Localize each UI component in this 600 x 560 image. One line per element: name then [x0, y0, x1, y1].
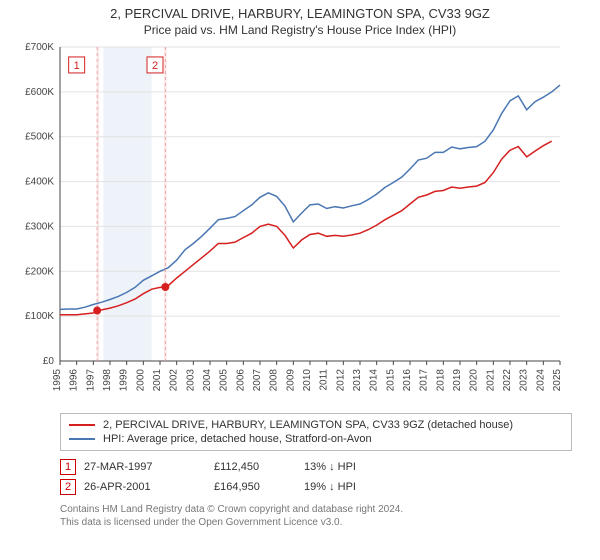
- svg-text:2008: 2008: [269, 368, 280, 391]
- svg-text:2020: 2020: [469, 368, 480, 391]
- svg-text:1996: 1996: [69, 368, 80, 391]
- svg-text:2023: 2023: [519, 368, 530, 391]
- sale-diff-1: 13% ↓ HPI: [304, 461, 414, 473]
- svg-text:1997: 1997: [85, 368, 96, 391]
- svg-text:2004: 2004: [202, 368, 213, 391]
- svg-text:2003: 2003: [185, 368, 196, 391]
- svg-text:2005: 2005: [219, 368, 230, 391]
- svg-text:£100K: £100K: [25, 311, 54, 322]
- footnote-line-1: Contains HM Land Registry data © Crown c…: [60, 503, 572, 516]
- svg-text:£300K: £300K: [25, 221, 54, 232]
- svg-text:2014: 2014: [369, 368, 380, 391]
- svg-text:2017: 2017: [419, 368, 430, 391]
- sales-table: 1 27-MAR-1997 £112,450 13% ↓ HPI 2 26-AP…: [60, 457, 572, 497]
- sale-price-1: £112,450: [214, 461, 304, 473]
- page-root: 2, PERCIVAL DRIVE, HARBURY, LEAMINGTON S…: [0, 0, 600, 560]
- svg-text:2000: 2000: [135, 368, 146, 391]
- legend-swatch-property: [69, 424, 95, 426]
- chart-title-2: Price paid vs. HM Land Registry's House …: [0, 23, 600, 41]
- svg-text:2013: 2013: [352, 368, 363, 391]
- svg-text:2019: 2019: [452, 368, 463, 391]
- sale-date-2: 26-APR-2001: [84, 481, 214, 493]
- legend-label-hpi: HPI: Average price, detached house, Stra…: [103, 433, 372, 445]
- chart-title-1: 2, PERCIVAL DRIVE, HARBURY, LEAMINGTON S…: [0, 0, 600, 23]
- sale-date-1: 27-MAR-1997: [84, 461, 214, 473]
- svg-text:2: 2: [152, 60, 158, 72]
- svg-text:2009: 2009: [285, 368, 296, 391]
- svg-text:1998: 1998: [102, 368, 113, 391]
- svg-text:2007: 2007: [252, 368, 263, 391]
- legend-swatch-hpi: [69, 438, 95, 440]
- svg-text:2024: 2024: [535, 368, 546, 391]
- chart-svg: £0 £100K £200K £300K £400K £500K £600K £700K 199…: [10, 41, 570, 409]
- svg-text:2012: 2012: [335, 368, 346, 391]
- sale-marker-2: 2: [60, 479, 76, 495]
- chart: £0 £100K £200K £300K £400K £500K £600K £700K 199…: [10, 41, 570, 409]
- svg-text:£400K: £400K: [25, 176, 54, 187]
- legend-label-property: 2, PERCIVAL DRIVE, HARBURY, LEAMINGTON S…: [103, 419, 513, 431]
- svg-text:2015: 2015: [385, 368, 396, 391]
- svg-text:£500K: £500K: [25, 132, 54, 143]
- legend-item-hpi: HPI: Average price, detached house, Stra…: [69, 432, 563, 446]
- sale-marker-1: 1: [60, 459, 76, 475]
- svg-text:2016: 2016: [402, 368, 413, 391]
- svg-text:1999: 1999: [119, 368, 130, 391]
- svg-text:2002: 2002: [169, 368, 180, 391]
- svg-text:£0: £0: [43, 356, 55, 367]
- sale-row-2: 2 26-APR-2001 £164,950 19% ↓ HPI: [60, 477, 572, 497]
- sale-price-2: £164,950: [214, 481, 304, 493]
- svg-text:2022: 2022: [502, 368, 513, 391]
- footnote-line-2: This data is licensed under the Open Gov…: [60, 516, 572, 529]
- svg-text:£600K: £600K: [25, 87, 54, 98]
- svg-text:£700K: £700K: [25, 42, 54, 53]
- svg-text:2025: 2025: [552, 368, 563, 391]
- svg-text:2006: 2006: [235, 368, 246, 391]
- svg-text:£200K: £200K: [25, 266, 54, 277]
- footnote: Contains HM Land Registry data © Crown c…: [60, 503, 572, 529]
- svg-text:2018: 2018: [435, 368, 446, 391]
- svg-text:2021: 2021: [485, 368, 496, 391]
- svg-text:1: 1: [74, 60, 80, 72]
- svg-text:2011: 2011: [319, 368, 330, 390]
- svg-text:2010: 2010: [302, 368, 313, 391]
- svg-text:1995: 1995: [52, 368, 63, 391]
- sale-diff-2: 19% ↓ HPI: [304, 481, 414, 493]
- sale-row-1: 1 27-MAR-1997 £112,450 13% ↓ HPI: [60, 457, 572, 477]
- legend-item-property: 2, PERCIVAL DRIVE, HARBURY, LEAMINGTON S…: [69, 418, 563, 432]
- legend: 2, PERCIVAL DRIVE, HARBURY, LEAMINGTON S…: [60, 413, 572, 451]
- svg-text:2001: 2001: [152, 368, 163, 391]
